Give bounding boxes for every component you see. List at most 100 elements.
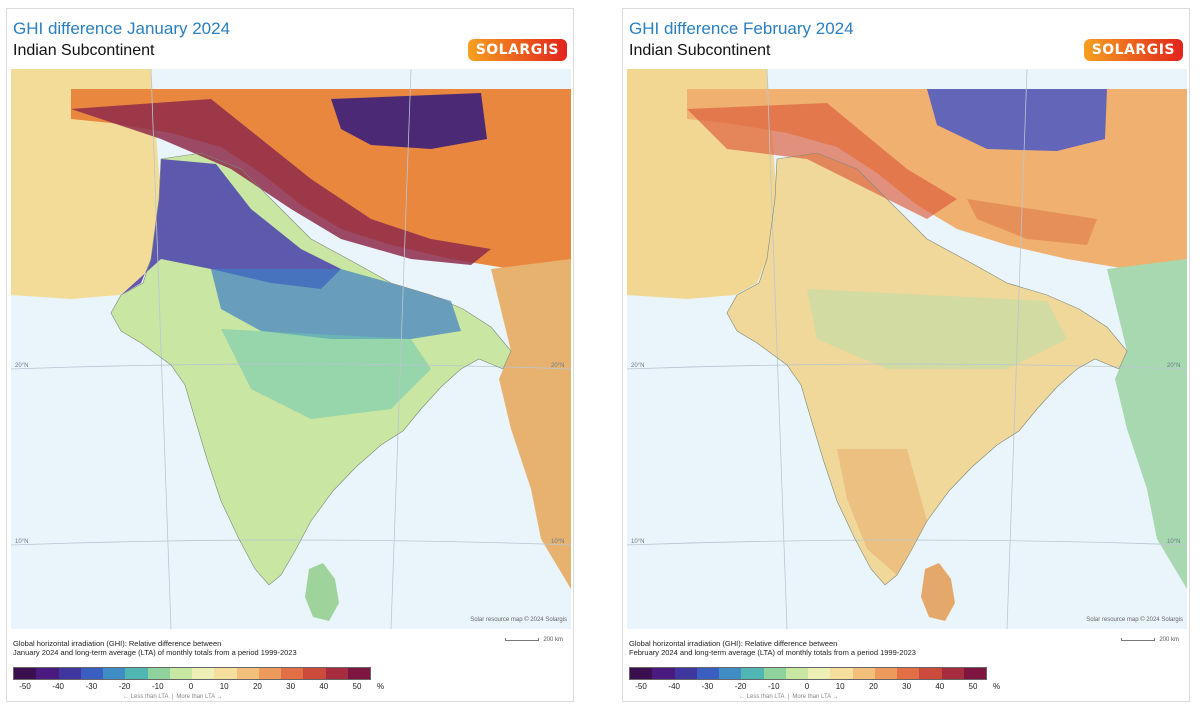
map-caption: Global horizontal irradiation (GHI): Rel… bbox=[13, 639, 433, 657]
legend-direction: ← Less than LTA | More than LTA → bbox=[739, 694, 839, 700]
latitude-label: 10°N bbox=[631, 539, 644, 545]
color-bar-step bbox=[236, 668, 259, 679]
high-difference-band bbox=[71, 99, 491, 265]
color-bar-step bbox=[36, 668, 59, 679]
solargis-logo: SOLARGIS bbox=[467, 39, 567, 61]
indo-gangetic-negative-zone bbox=[121, 159, 341, 295]
color-bar-step bbox=[281, 668, 304, 679]
scale-label: 200 km bbox=[543, 637, 563, 643]
less-than-lta-label: ← Less than LTA bbox=[739, 694, 785, 700]
latitude-label: 20°N bbox=[631, 363, 644, 369]
east-land bbox=[491, 259, 571, 589]
more-than-lta-label: More than LTA → bbox=[176, 694, 223, 700]
legend-tick-label: 10 bbox=[219, 682, 229, 691]
high-difference-band bbox=[687, 103, 957, 219]
color-bar-step bbox=[741, 668, 764, 679]
color-bar-step bbox=[785, 668, 808, 679]
legend-tick-label: 50 bbox=[968, 682, 978, 691]
legend-tick-label: -20 bbox=[734, 682, 747, 691]
legend-tick-label: -10 bbox=[152, 682, 164, 691]
color-bar-step bbox=[874, 668, 897, 679]
color-bar-step bbox=[325, 668, 348, 679]
map-caption: Global horizontal irradiation (GHI): Rel… bbox=[629, 639, 1049, 657]
legend-tick-label: 50 bbox=[352, 682, 362, 691]
coastline bbox=[726, 152, 1128, 586]
legend-tick-label: -10 bbox=[768, 682, 780, 691]
ghi-map-february: 20°N 20°N 10°N 10°N bbox=[627, 69, 1187, 629]
central-negative-zone bbox=[211, 269, 461, 339]
less-than-lta-label: ← Less than LTA bbox=[123, 694, 169, 700]
color-bar-step bbox=[80, 668, 103, 679]
legend-tick-label: 30 bbox=[286, 682, 296, 691]
latitude-label: 20°N bbox=[1167, 363, 1180, 369]
map-panel-january: GHI difference January 2024 Indian Subco… bbox=[6, 8, 574, 702]
color-bar bbox=[13, 667, 371, 680]
map-subtitle: Indian Subcontinent bbox=[629, 42, 771, 59]
more-than-lta-label: More than LTA → bbox=[792, 694, 839, 700]
color-bar-step bbox=[897, 668, 920, 679]
caption-line-2: January 2024 and long-term average (LTA)… bbox=[13, 648, 297, 657]
sri-lanka-land bbox=[305, 563, 339, 621]
color-bar-step bbox=[192, 668, 215, 679]
legend-unit: % bbox=[993, 682, 1001, 691]
legend-tick-label: 20 bbox=[252, 682, 262, 691]
legend-tick-label: 10 bbox=[835, 682, 845, 691]
scale-label: 200 km bbox=[1159, 637, 1179, 643]
legend-tick-label: 0 bbox=[188, 682, 194, 691]
deccan-mild-zone bbox=[221, 329, 431, 419]
color-bar-step bbox=[58, 668, 81, 679]
color-bar-step bbox=[630, 668, 653, 679]
color-bar-step bbox=[696, 668, 719, 679]
color-bar-step bbox=[303, 668, 326, 679]
map-title: GHI difference January 2024 bbox=[13, 19, 231, 38]
legend-tick-label: -50 bbox=[19, 682, 31, 691]
color-bar bbox=[629, 667, 987, 680]
legend-tick-label: -30 bbox=[85, 682, 98, 691]
coastline bbox=[110, 152, 512, 586]
tibet-negative-zone bbox=[927, 89, 1107, 151]
latitude-line bbox=[627, 539, 1187, 546]
color-bar-step bbox=[852, 668, 875, 679]
latitude-line bbox=[11, 363, 571, 370]
map-panel-february: GHI difference February 2024 Indian Subc… bbox=[622, 8, 1190, 702]
color-bar-step bbox=[147, 668, 170, 679]
legend-tick-label: 40 bbox=[935, 682, 945, 691]
longitude-line bbox=[1006, 69, 1028, 629]
legend-ticks: -50 -40 -30 -20 -10 0 10 20 30 40 50% bbox=[13, 682, 393, 694]
longitude-line bbox=[390, 69, 412, 629]
legend-tick-label: -50 bbox=[635, 682, 647, 691]
legend-unit: % bbox=[377, 682, 385, 691]
sri-lanka-land bbox=[921, 563, 955, 621]
legend-tick-label: -40 bbox=[52, 682, 64, 691]
latitude-label: 20°N bbox=[551, 363, 564, 369]
color-legend: -50 -40 -30 -20 -10 0 10 20 30 40 50% ← Less than … bbox=[13, 667, 393, 700]
color-bar-step bbox=[830, 668, 853, 679]
color-bar-step bbox=[719, 668, 742, 679]
caption-line-1: Global horizontal irradiation (GHI): Rel… bbox=[13, 639, 222, 648]
legend-tick-label: 40 bbox=[319, 682, 329, 691]
latitude-label: 10°N bbox=[551, 539, 564, 545]
color-bar-step bbox=[258, 668, 281, 679]
himalaya-positive-zone bbox=[967, 199, 1097, 245]
legend-ticks: -50 -40 -30 -20 -10 0 10 20 30 40 50% bbox=[629, 682, 1009, 694]
latitude-label: 10°N bbox=[15, 539, 28, 545]
south-positive-zone bbox=[837, 449, 927, 575]
scale-bar: 200 km bbox=[1121, 637, 1179, 643]
legend-tick-label: 20 bbox=[868, 682, 878, 691]
color-bar-step bbox=[919, 668, 942, 679]
caption-line-2: February 2024 and long-term average (LTA… bbox=[629, 648, 916, 657]
color-bar-step bbox=[14, 668, 37, 679]
latitude-line bbox=[11, 539, 571, 546]
map-title: GHI difference February 2024 bbox=[629, 19, 854, 38]
map-subtitle: Indian Subcontinent bbox=[13, 42, 155, 59]
east-land bbox=[1107, 259, 1187, 589]
legend-tick-label: -20 bbox=[118, 682, 131, 691]
map-credit: Solar resource map © 2024 Solargis bbox=[1086, 617, 1183, 623]
legend-tick-label: 30 bbox=[902, 682, 912, 691]
legend-direction: ← Less than LTA | More than LTA → bbox=[123, 694, 223, 700]
color-bar-step bbox=[674, 668, 697, 679]
color-bar-step bbox=[941, 668, 964, 679]
legend-tick-label: 0 bbox=[804, 682, 810, 691]
central-mild-zone bbox=[807, 289, 1067, 369]
color-bar-step bbox=[214, 668, 237, 679]
